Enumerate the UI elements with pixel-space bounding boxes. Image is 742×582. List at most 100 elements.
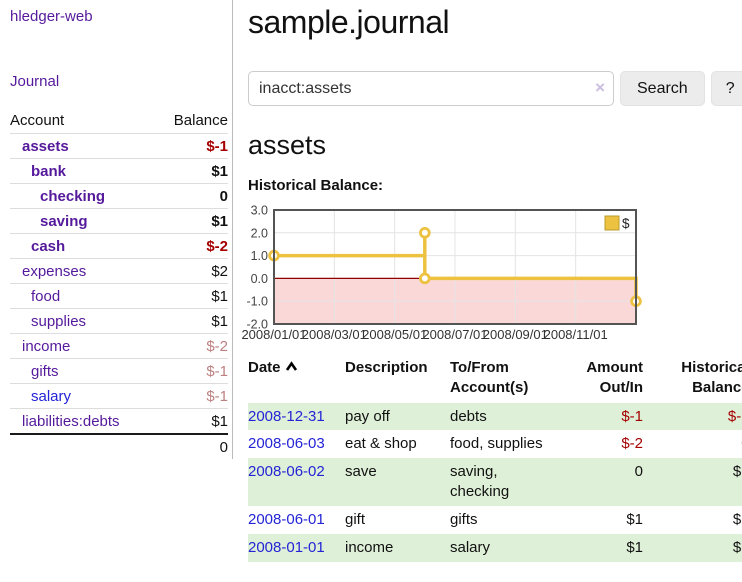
account-row: cash $-2 bbox=[10, 233, 228, 259]
account-row: salary $-1 bbox=[10, 383, 228, 409]
transaction-balance: 0 bbox=[651, 430, 742, 458]
transaction-date-link[interactable]: 2008-06-02 bbox=[248, 463, 325, 481]
sidebar-account-income[interactable]: income bbox=[22, 337, 71, 355]
transaction-row[interactable]: 2008-06-01 gift gifts $1 $2 bbox=[248, 506, 742, 534]
search-bar: × Search ? bbox=[248, 71, 742, 106]
account-row: checking 0 bbox=[10, 183, 228, 209]
sidebar-account-gifts[interactable]: gifts bbox=[31, 362, 59, 380]
transaction-date-link[interactable]: 2008-06-03 bbox=[248, 435, 325, 453]
help-button[interactable]: ? bbox=[710, 71, 742, 106]
brand-link[interactable]: hledger-web bbox=[10, 8, 93, 25]
account-heading: assets bbox=[248, 130, 327, 160]
account-name-cell: cash bbox=[10, 234, 156, 259]
clear-search-icon[interactable]: × bbox=[595, 78, 605, 97]
register-header-balance: Historical Balance bbox=[681, 359, 742, 397]
transaction-row[interactable]: 2008-12-31 pay off debts $-1 $-1 bbox=[248, 402, 742, 431]
sidebar-account-supplies[interactable]: supplies bbox=[31, 312, 87, 330]
x-axis-tick-label: 2008/03/01 bbox=[302, 327, 367, 342]
register-table: Date Description To/From Account(s) Amou… bbox=[248, 356, 742, 563]
register-header-description: Description bbox=[345, 359, 428, 376]
transaction-date-link[interactable]: 2008-12-31 bbox=[248, 407, 325, 425]
account-name-cell: food bbox=[10, 284, 156, 309]
page: hledger-web Journal Account Balance asse… bbox=[0, 0, 742, 563]
transaction-row[interactable]: 2008-06-02 save saving, checking 0 $2 bbox=[248, 458, 742, 507]
transaction-row[interactable]: 2008-01-01 income salary $1 $1 bbox=[248, 534, 742, 563]
accounts-total-value: 0 bbox=[155, 433, 228, 459]
account-name-cell: salary bbox=[10, 384, 156, 409]
x-axis-tick-label: 2008/01/01 bbox=[241, 327, 306, 342]
search-field-wrap: × bbox=[248, 71, 614, 106]
account-name-cell: liabilities:debts bbox=[10, 409, 156, 435]
transaction-date-link[interactable]: 2008-06-01 bbox=[248, 511, 325, 529]
sidebar-account-salary[interactable]: salary bbox=[31, 387, 72, 405]
accounts-header-balance: Balance bbox=[173, 112, 228, 129]
account-balance: $1 bbox=[211, 287, 228, 305]
account-balance: $1 bbox=[211, 312, 228, 330]
transaction-accounts: food, supplies bbox=[450, 435, 543, 453]
account-balance: 0 bbox=[219, 187, 228, 205]
sidebar-account-expenses[interactable]: expenses bbox=[22, 262, 87, 280]
transaction-accounts: saving, checking bbox=[450, 463, 510, 501]
search-input[interactable] bbox=[248, 71, 614, 106]
sidebar-account-food[interactable]: food bbox=[31, 287, 61, 305]
sidebar-item-journal[interactable]: Journal bbox=[10, 73, 60, 90]
register-header-row: Date Description To/From Account(s) Amou… bbox=[248, 356, 742, 403]
transaction-balance: $1 bbox=[732, 539, 742, 557]
sidebar: hledger-web Journal Account Balance asse… bbox=[0, 0, 233, 459]
sidebar-account-assets[interactable]: assets bbox=[22, 137, 69, 155]
account-row: supplies $1 bbox=[10, 308, 228, 334]
y-axis-tick-label: -2.0 bbox=[246, 318, 268, 332]
transaction-row[interactable]: 2008-06-03 eat & shop food, supplies $-2 0 bbox=[248, 430, 742, 458]
account-name-cell: checking bbox=[10, 184, 156, 209]
transaction-date-cell: 2008-06-01 bbox=[248, 506, 345, 534]
x-axis-tick-label: 2008/11/01 bbox=[544, 327, 608, 342]
account-name-cell: expenses bbox=[10, 259, 156, 284]
account-row: assets $-1 bbox=[10, 133, 228, 159]
register-header-amount: Amount Out/In bbox=[586, 359, 643, 397]
transaction-description: income bbox=[345, 539, 394, 557]
sidebar-account-bank[interactable]: bank bbox=[31, 162, 67, 180]
account-row: bank $1 bbox=[10, 158, 228, 184]
transaction-amount: $1 bbox=[626, 511, 643, 529]
account-name-cell: assets bbox=[10, 134, 156, 159]
transaction-amount: $-2 bbox=[621, 435, 643, 453]
account-row: gifts $-1 bbox=[10, 358, 228, 384]
transaction-date-cell: 2008-12-31 bbox=[248, 403, 345, 431]
accounts-total-spacer bbox=[10, 433, 156, 459]
sidebar-account-saving[interactable]: saving bbox=[40, 212, 88, 230]
sidebar-account-checking[interactable]: checking bbox=[40, 187, 106, 205]
register-header-accounts: To/From Account(s) bbox=[450, 359, 529, 397]
sidebar-account-liabilities-debts[interactable]: liabilities:debts bbox=[22, 412, 120, 430]
transaction-description: gift bbox=[345, 511, 366, 529]
account-row: income $-2 bbox=[10, 333, 228, 359]
y-axis-tick-label: 3.0 bbox=[251, 204, 268, 218]
account-balance: $-1 bbox=[206, 137, 228, 155]
accounts-table: Account Balance assets $-1 bank $1 checking 0… bbox=[10, 108, 228, 459]
data-point-marker bbox=[419, 226, 431, 239]
register-header-date[interactable]: Date bbox=[248, 356, 345, 403]
account-row: saving $1 bbox=[10, 208, 228, 234]
y-axis-tick-label: -1.0 bbox=[246, 295, 268, 309]
chart-title: Historical Balance: bbox=[248, 177, 384, 194]
account-name-cell: supplies bbox=[10, 309, 156, 334]
transaction-accounts: gifts bbox=[450, 511, 478, 529]
search-button[interactable]: Search bbox=[620, 71, 705, 106]
accounts-header-account: Account bbox=[10, 112, 65, 129]
y-axis-tick-label: 2.0 bbox=[251, 226, 268, 240]
account-row: food $1 bbox=[10, 283, 228, 309]
transaction-date-cell: 2008-06-03 bbox=[248, 430, 345, 458]
account-balance: $-1 bbox=[206, 362, 228, 380]
sort-ascending-icon bbox=[285, 361, 297, 371]
transaction-date-link[interactable]: 2008-01-01 bbox=[248, 539, 325, 557]
legend-swatch bbox=[604, 215, 620, 231]
x-axis-tick-label: 2008/05/01 bbox=[362, 327, 427, 342]
sidebar-account-cash[interactable]: cash bbox=[31, 237, 66, 255]
transaction-amount: $1 bbox=[626, 539, 643, 557]
account-balance: $-1 bbox=[206, 387, 228, 405]
account-balance: $-2 bbox=[206, 337, 228, 355]
transaction-balance: $2 bbox=[732, 463, 742, 481]
account-name-cell: gifts bbox=[10, 359, 156, 384]
account-balance: $2 bbox=[211, 262, 228, 280]
historical-balance-chart: 3.0 2.0 1.0 0.0 -1.0 -2.0 2008/01/01 2008/03/01… bbox=[240, 204, 742, 344]
transaction-description: save bbox=[345, 463, 377, 481]
